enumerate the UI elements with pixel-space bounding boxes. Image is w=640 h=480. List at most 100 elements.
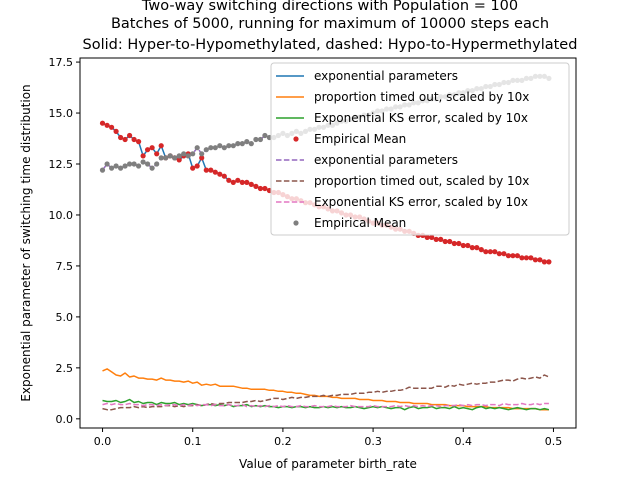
- data-point: [145, 147, 151, 153]
- x-tick-label: 0.4: [455, 435, 473, 448]
- data-point: [492, 249, 498, 255]
- data-point: [136, 139, 142, 145]
- data-point: [217, 171, 223, 177]
- data-point: [185, 153, 191, 159]
- data-point: [140, 159, 146, 165]
- data-point: [519, 255, 525, 261]
- data-point: [447, 238, 453, 245]
- data-point: [424, 234, 430, 240]
- data-point: [505, 253, 511, 259]
- data-point: [528, 255, 534, 261]
- data-point: [235, 141, 241, 147]
- data-point: [221, 145, 227, 151]
- data-point: [109, 124, 115, 130]
- plot-frame: [79, 57, 577, 429]
- data-point: [460, 242, 466, 249]
- data-point: [226, 143, 232, 149]
- data-point: [465, 242, 471, 249]
- y-tick-label: 2.5: [56, 362, 74, 375]
- data-point: [523, 255, 530, 261]
- x-tick-label: 0.3: [364, 435, 382, 448]
- legend-frame: [270, 62, 570, 236]
- legend-item: Exponential KS error, scaled by 10x: [276, 195, 528, 209]
- data-point: [99, 167, 106, 173]
- data-point: [510, 253, 516, 259]
- data-point: [456, 240, 462, 247]
- data-point: [176, 157, 182, 163]
- y-tick-label: 5.0: [56, 311, 74, 324]
- legend-label: exponential parameters: [314, 153, 458, 167]
- data-point: [118, 134, 124, 141]
- data-point: [546, 259, 552, 265]
- data-point: [514, 253, 521, 259]
- data-point: [208, 167, 214, 173]
- data-point: [199, 155, 205, 161]
- data-point: [235, 177, 241, 183]
- data-point: [257, 136, 263, 143]
- y-tick-label: 7.5: [56, 260, 74, 273]
- data-point: [483, 249, 489, 255]
- x-tick-label: 0.1: [184, 435, 202, 448]
- x-axis-label: Value of parameter birth_rate: [239, 457, 417, 471]
- data-point: [257, 185, 263, 192]
- data-point: [104, 122, 110, 128]
- data-point: [149, 145, 155, 151]
- data-point: [194, 145, 200, 151]
- chart-title-line-1: Two-way switching directions with Popula…: [141, 0, 518, 14]
- legend-label: proportion timed out, scaled by 10x: [314, 90, 529, 104]
- data-point: [167, 153, 173, 159]
- data-point: [122, 136, 128, 143]
- data-point: [190, 165, 196, 171]
- data-point: [541, 259, 548, 265]
- data-point: [221, 173, 227, 179]
- data-point: [487, 249, 493, 255]
- legend-label: Empirical Mean: [314, 132, 406, 146]
- data-point: [478, 247, 484, 253]
- y-tick-label: 10.0: [49, 209, 74, 222]
- data-point: [194, 163, 200, 169]
- data-point: [230, 179, 236, 185]
- y-axis: 0.0 2.5 5.0 7.5 10.0 12.5 15.0 17.5: [49, 56, 80, 426]
- data-point: [217, 143, 223, 149]
- data-point: [230, 143, 236, 149]
- data-point: [532, 257, 539, 263]
- data-point: [203, 167, 209, 173]
- data-point: [244, 139, 250, 145]
- data-point: [136, 163, 142, 169]
- y-tick-label: 12.5: [49, 158, 74, 171]
- data-point: [203, 147, 209, 153]
- data-point: [131, 161, 137, 167]
- legend-label: Exponential KS error, scaled by 10x: [314, 195, 528, 209]
- data-point: [253, 136, 259, 143]
- data-point: [158, 143, 164, 149]
- data-point: [262, 185, 268, 192]
- series-7-line: [102, 402, 549, 408]
- data-point: [104, 161, 110, 167]
- data-point: [438, 236, 444, 242]
- legend-item: proportion timed out, scaled by 10x: [276, 90, 529, 104]
- data-point: [239, 179, 245, 185]
- data-point: [429, 234, 435, 240]
- data-point: [118, 165, 124, 171]
- legend-label: Exponential KS error, scaled by 10x: [314, 111, 528, 125]
- data-point: [212, 169, 218, 175]
- data-point: [181, 151, 187, 157]
- legend-label: Empirical Mean: [314, 216, 406, 230]
- data-point: [122, 163, 128, 169]
- x-tick-label: 0.5: [545, 435, 563, 448]
- data-point: [190, 151, 196, 157]
- data-point: [244, 179, 250, 185]
- y-tick-label: 15.0: [49, 107, 74, 120]
- data-point: [248, 141, 254, 147]
- y-tick-label: 17.5: [49, 56, 74, 69]
- data-point: [140, 153, 146, 159]
- data-point: [158, 155, 164, 161]
- chart-title-line-3: Solid: Hyper-to-Hypomethylated, dashed: …: [83, 37, 578, 53]
- y-axis-label: Exponential parameter of switching time …: [19, 84, 33, 401]
- data-point: [109, 165, 115, 171]
- data-point: [262, 132, 268, 139]
- data-point: [154, 151, 160, 157]
- legend-item: proportion timed out, scaled by 10x: [276, 174, 529, 188]
